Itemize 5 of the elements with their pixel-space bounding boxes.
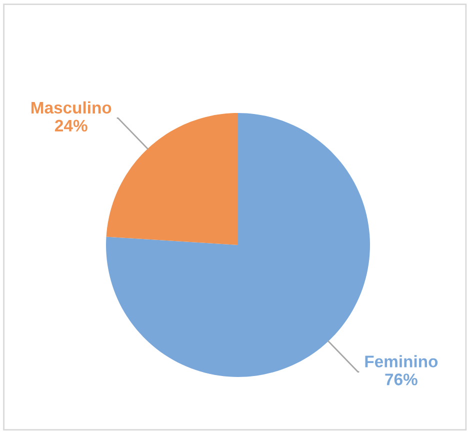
slice-label: Feminino [365,355,438,368]
pie-slice [106,113,238,245]
data-label: 76% [385,374,418,386]
slice-label: Masculino [31,101,112,114]
data-label: 24% [55,120,88,132]
